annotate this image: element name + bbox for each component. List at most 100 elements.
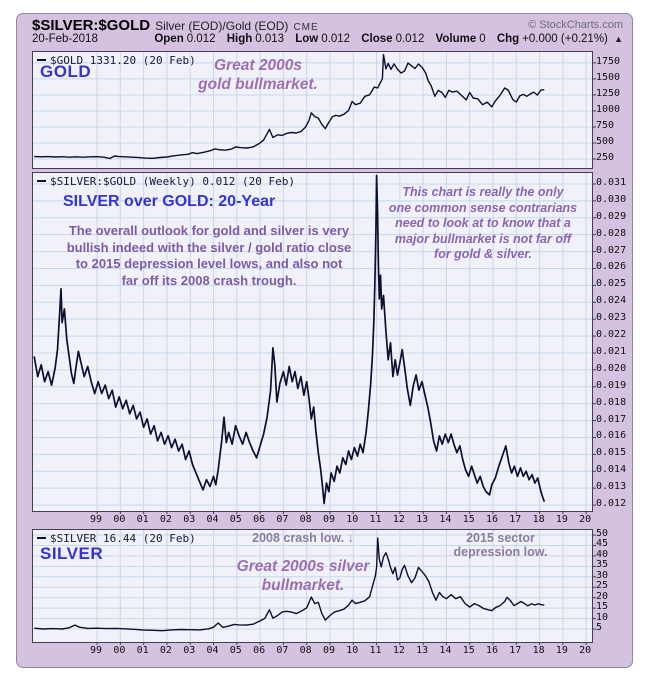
silver-plot-panel: $SILVER 16.44 (20 Feb) SILVER 2008 crash l… bbox=[32, 529, 596, 645]
silver-x-axis-label: 06 bbox=[253, 645, 266, 656]
silver_gold_ratio-x-axis-label: 00 bbox=[113, 514, 126, 525]
silver_gold_ratio-y-axis-label: 0.028 bbox=[596, 227, 627, 239]
legend-text: $GOLD 1331.20 (20 Feb) bbox=[50, 54, 196, 67]
silver-y-axis-label: 30 bbox=[596, 569, 609, 581]
silver_gold_ratio-y-axis-label: 0.022 bbox=[596, 329, 627, 341]
ratio-outlook-note-line: to 2015 depression level lows, and also … bbox=[75, 256, 343, 271]
silver-x-axis-label: 13 bbox=[416, 645, 429, 656]
silver-panel-label-line: SILVER bbox=[40, 544, 104, 563]
silver_gold_ratio-x-axis-label: 01 bbox=[136, 514, 149, 525]
silver_gold_ratio-x-axis-label: 15 bbox=[462, 514, 475, 525]
gold-y-axis-label: 1000 bbox=[596, 103, 621, 115]
silver-plot-svg bbox=[33, 530, 596, 645]
silver_gold_ratio-x-axis-label: 20 bbox=[579, 514, 592, 525]
chart-date: 20-Feb-2018 bbox=[32, 33, 98, 45]
silver-y-axis-label: 15 bbox=[596, 601, 609, 613]
silver_gold_ratio-y-axis-label: 0.012 bbox=[596, 498, 627, 510]
ratio-contrarian-note-line: major bullmarket is not far off bbox=[394, 231, 572, 246]
ratio-contrarian-note-line: one common sense contrarians bbox=[388, 200, 578, 215]
ohlc-quote: Open 0.012 High 0.013 Low 0.012 Close 0.012 … bbox=[146, 33, 623, 45]
silver_gold_ratio-legend: $SILVER:$GOLD (Weekly) 0.012 (20 Feb) bbox=[37, 175, 295, 188]
silver-x-axis-label: 20 bbox=[579, 645, 592, 656]
ratio-heading-line: SILVER over GOLD: 20-Year bbox=[63, 193, 276, 210]
silver_gold_ratio-x-axis-label: 17 bbox=[509, 514, 522, 525]
legend-line-swatch bbox=[37, 537, 46, 539]
silver-panel-label: SILVER bbox=[40, 544, 150, 564]
silver_gold_ratio-x-axis-label: 04 bbox=[206, 514, 219, 525]
silver-bullmarket-note-line: Great 2000s silver bbox=[236, 558, 370, 575]
silver_gold_ratio-plot-panel: $SILVER:$GOLD (Weekly) 0.012 (20 Feb) SIL… bbox=[32, 172, 596, 514]
stockcharts-credit: © StockCharts.com bbox=[528, 19, 623, 31]
gold-y-axis-label: 1500 bbox=[596, 71, 621, 83]
change-label: Chg bbox=[496, 33, 520, 45]
silver_gold_ratio-y-axis-label: 0.031 bbox=[596, 176, 627, 188]
silver-x-axis-label: 00 bbox=[113, 645, 126, 656]
legend-line-swatch bbox=[37, 59, 46, 61]
silver-y-axis-label: 5 bbox=[596, 622, 603, 634]
quote-strip: 20-Feb-2018 Open 0.012 High 0.013 Low 0.012… bbox=[32, 33, 623, 48]
exchange-label: CME bbox=[293, 22, 319, 33]
change-value: +0.000 (+0.21%) bbox=[522, 33, 608, 45]
low-label: Low bbox=[295, 33, 319, 45]
silver-x-axis-label: 12 bbox=[392, 645, 405, 656]
silver-x-axis-label: 05 bbox=[229, 645, 242, 656]
silver_gold_ratio-x-axis-label: 11 bbox=[369, 514, 382, 525]
gold-y-axis-label: 1750 bbox=[596, 55, 621, 67]
silver-x-axis-label: 01 bbox=[136, 645, 149, 656]
ratio-contrarian-note: This chart is really the only one common … bbox=[376, 185, 590, 263]
silver-x-axis-label: 04 bbox=[206, 645, 219, 656]
silver-x-axis-label: 17 bbox=[509, 645, 522, 656]
silver_gold_ratio-y-axis-label: 0.019 bbox=[596, 379, 627, 391]
chart-header: $SILVER:$GOLD Silver (EOD)/Gold (EOD) CME … bbox=[32, 17, 623, 34]
ratio-contrarian-note-line: for gold & silver. bbox=[434, 247, 532, 261]
silver-x-axis-label: 99 bbox=[90, 645, 103, 656]
ratio-contrarian-note-line: need to look at to know that a bbox=[395, 216, 571, 230]
silver-x-axis-label: 14 bbox=[439, 645, 452, 656]
silver-x-axis-label: 07 bbox=[276, 645, 289, 656]
silver_gold_ratio-y-axis-label: 0.025 bbox=[596, 278, 627, 290]
silver_gold_ratio-x-axis-label: 02 bbox=[159, 514, 172, 525]
silver-y-axis-label: 10 bbox=[596, 611, 609, 623]
volume-label: Volume bbox=[435, 33, 477, 45]
silver_gold_ratio-x-axis-label: 14 bbox=[439, 514, 452, 525]
open-label: Open bbox=[154, 33, 184, 45]
silver-x-axis-label: 02 bbox=[159, 645, 172, 656]
silver_gold_ratio-x-axis-label: 05 bbox=[229, 514, 242, 525]
silver_gold_ratio-y-axis-label: 0.017 bbox=[596, 413, 627, 425]
gold-bullmarket-note-line: gold bullmarket. bbox=[198, 76, 318, 93]
ratio-heading: SILVER over GOLD: 20-Year bbox=[63, 193, 343, 211]
silver_gold_ratio-x-axis-label: 03 bbox=[183, 514, 196, 525]
silver_gold_ratio-y-axis-label: 0.023 bbox=[596, 312, 627, 324]
silver-y-axis-label: 40 bbox=[596, 548, 609, 560]
legend-text: $SILVER 16.44 (20 Feb) bbox=[50, 532, 196, 545]
silver-bullmarket-note: Great 2000s silver bullmarket. bbox=[191, 557, 415, 595]
silver_gold_ratio-plot-svg bbox=[33, 173, 596, 514]
gold-legend: $GOLD 1331.20 (20 Feb) bbox=[37, 54, 196, 67]
ratio-outlook-note-line: The overall outlook for gold and silver … bbox=[68, 223, 350, 238]
gold-y-axis-label: 750 bbox=[596, 119, 615, 131]
legend-text: $SILVER:$GOLD (Weekly) 0.012 (20 Feb) bbox=[50, 175, 296, 188]
high-value: 0.013 bbox=[255, 33, 285, 45]
gold-plot-svg bbox=[33, 52, 596, 168]
symbol-description: Silver (EOD)/Gold (EOD) bbox=[155, 19, 289, 33]
silver_gold_ratio-x-axis-label: 07 bbox=[276, 514, 289, 525]
silver_gold_ratio-x-axis-label: 10 bbox=[346, 514, 359, 525]
legend-line-swatch bbox=[37, 180, 46, 182]
volume-value: 0 bbox=[479, 33, 486, 45]
silver_gold_ratio-y-axis-label: 0.027 bbox=[596, 244, 627, 256]
silver_gold_ratio-x-axis-label: 18 bbox=[532, 514, 545, 525]
symbol-title: $SILVER:$GOLD bbox=[32, 17, 151, 34]
silver_gold_ratio-y-axis-label: 0.016 bbox=[596, 430, 627, 442]
chart-frame: $SILVER:$GOLD Silver (EOD)/Gold (EOD) CME … bbox=[16, 13, 633, 668]
silver-x-axis-label: 09 bbox=[322, 645, 335, 656]
silver-x-axis-label: 19 bbox=[555, 645, 568, 656]
silver-2015-depression-note-line: depression low. bbox=[453, 545, 548, 559]
open-value: 0.012 bbox=[186, 33, 216, 45]
silver_gold_ratio-y-axis-label: 0.026 bbox=[596, 261, 627, 273]
silver_gold_ratio-x-axis-label: 06 bbox=[253, 514, 266, 525]
silver-y-axis-label: 20 bbox=[596, 590, 609, 602]
ratio-outlook-note: The overall outlook for gold and silver … bbox=[47, 223, 371, 289]
gold-y-axis-label: 1250 bbox=[596, 87, 621, 99]
gold-plot-panel: $GOLD 1331.20 (20 Feb) GOLD Great 2000s gol… bbox=[32, 51, 596, 169]
ratio-contrarian-note-line: This chart is really the only bbox=[402, 185, 564, 199]
